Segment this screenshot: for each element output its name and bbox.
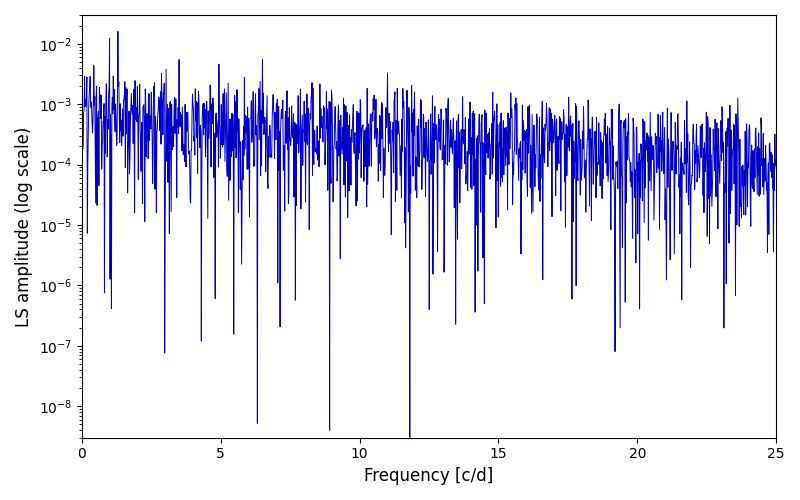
Y-axis label: LS amplitude (log scale): LS amplitude (log scale) [15,126,33,326]
X-axis label: Frequency [c/d]: Frequency [c/d] [364,467,494,485]
